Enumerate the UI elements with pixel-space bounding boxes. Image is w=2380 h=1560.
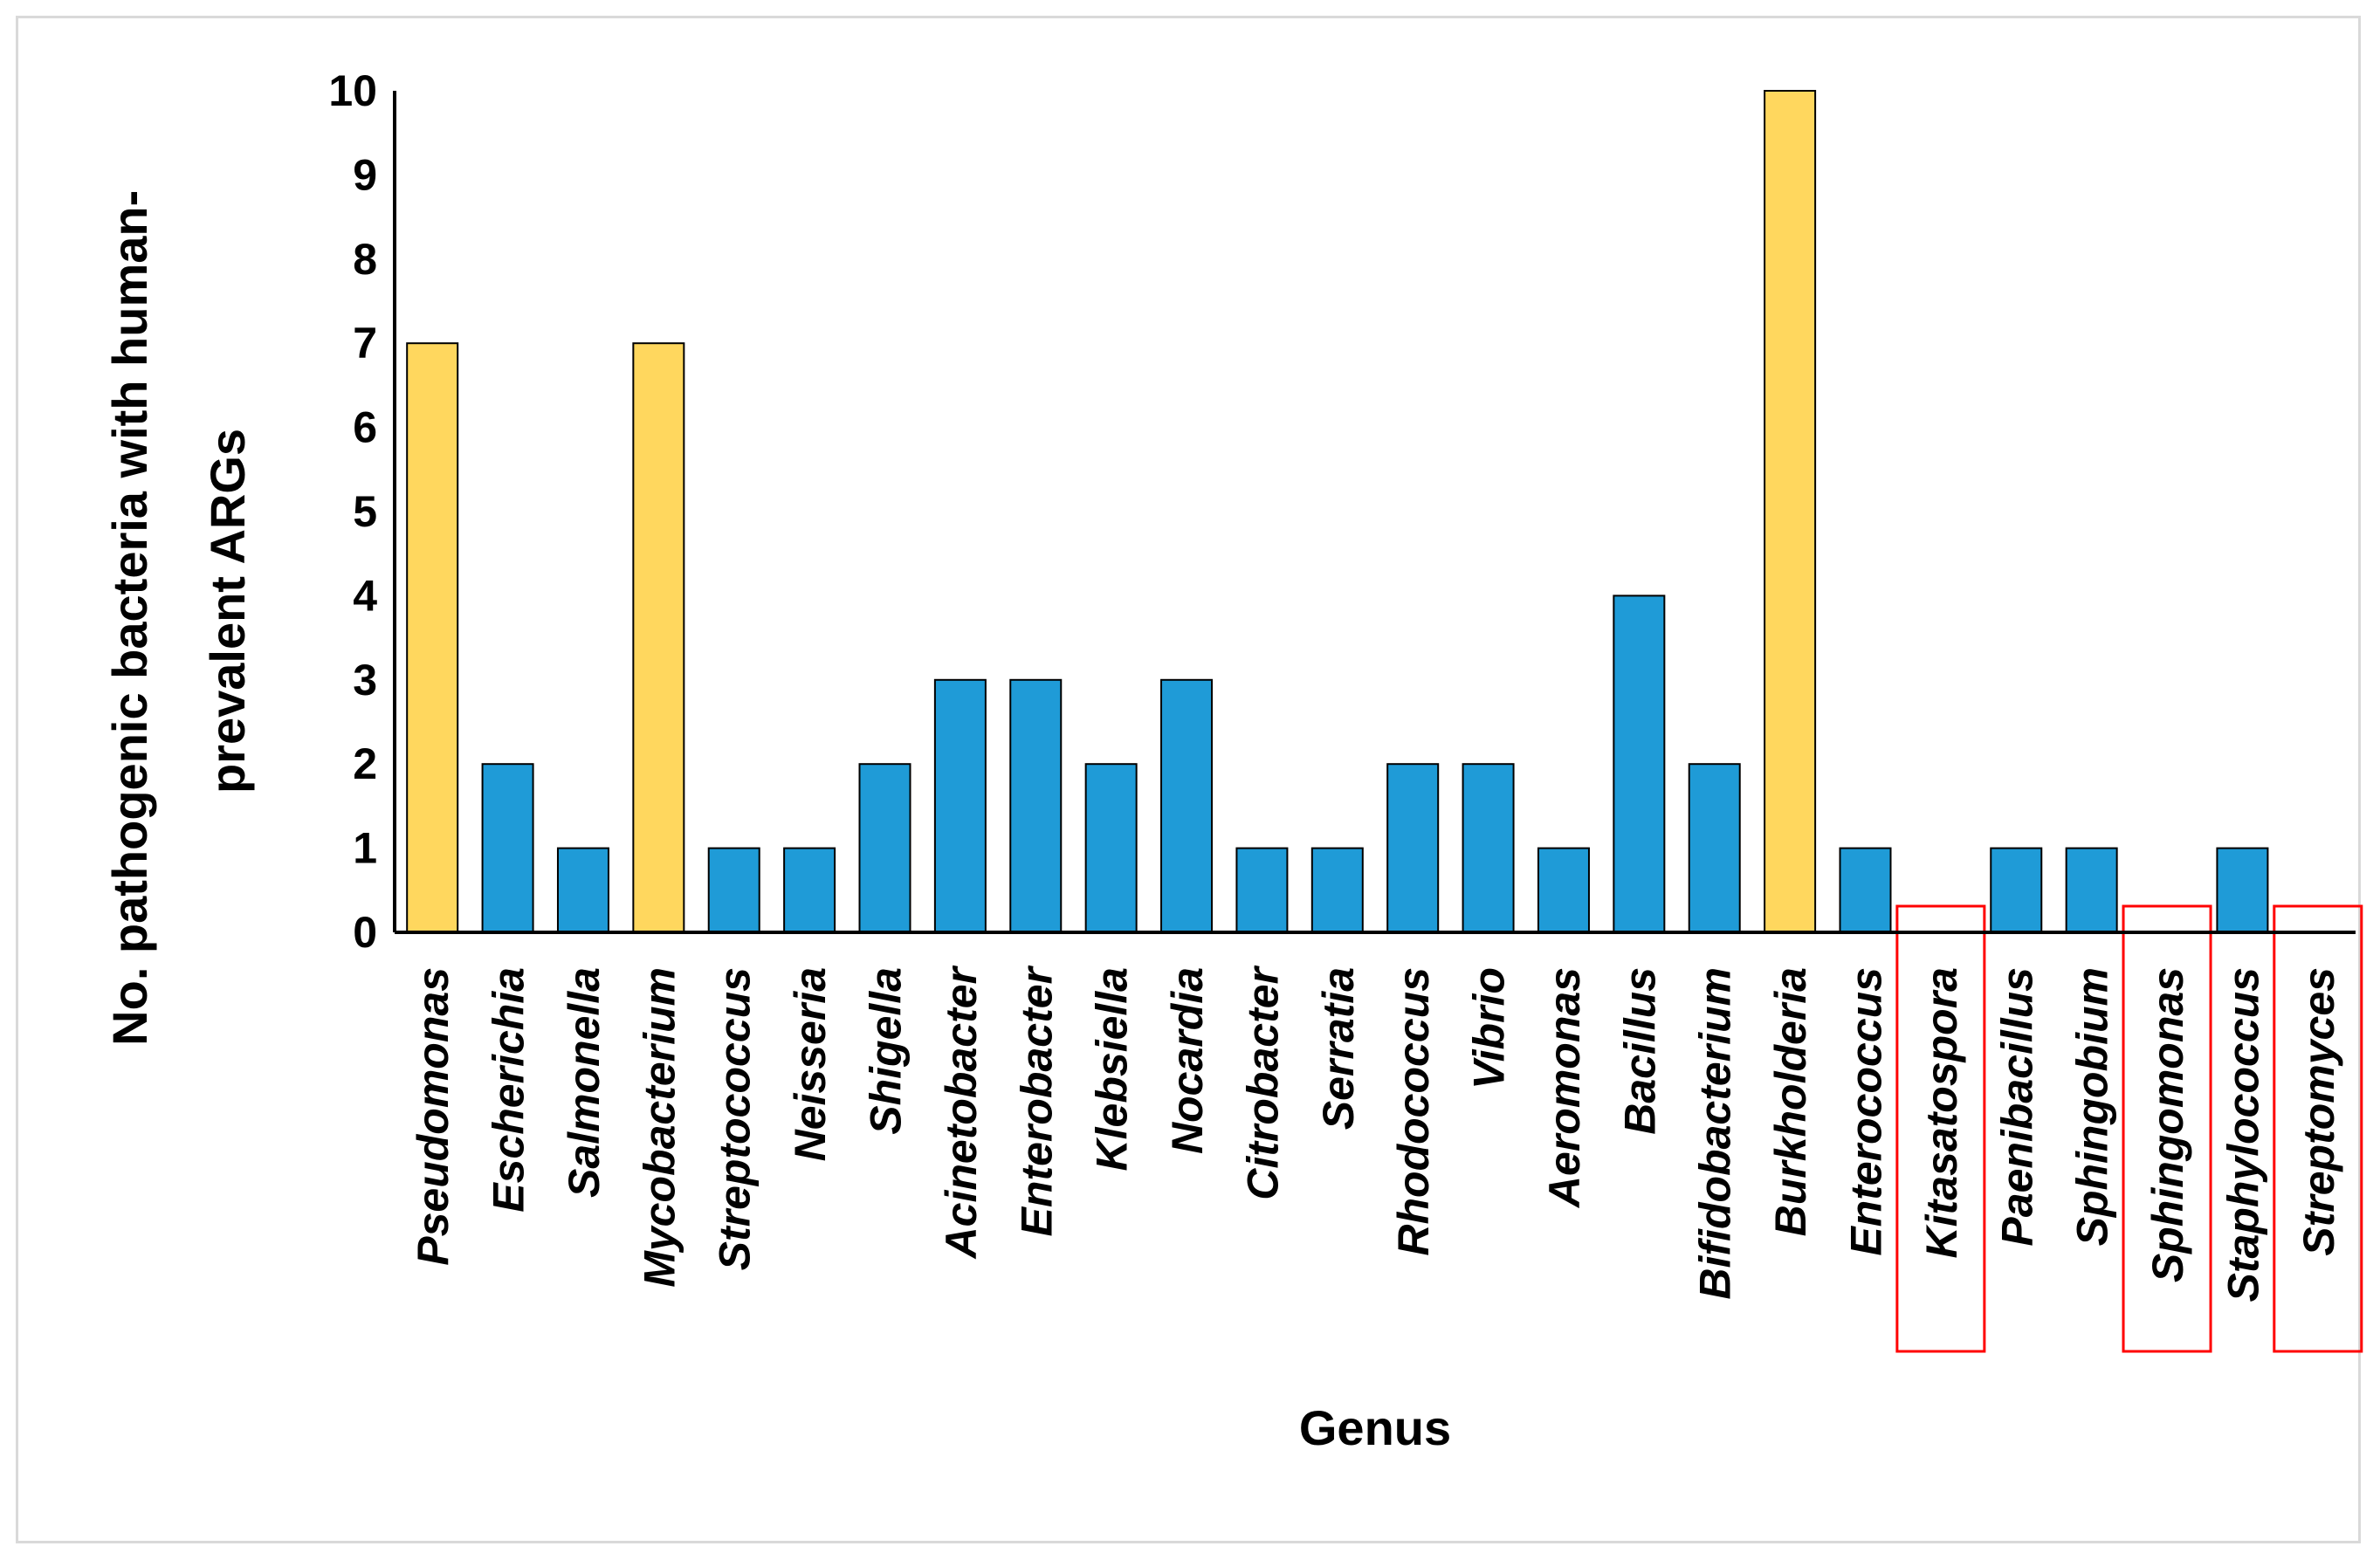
y-tick-label: 3 [353,656,377,704]
x-label-bifidobacterium: Bifidobacterium [1691,967,1740,1300]
x-label-streptococcus: Streptococcus [711,967,760,1270]
bar-staphylococcus [2216,847,2269,933]
y-tick-label: 5 [353,487,377,536]
y-tick-label: 4 [353,571,377,620]
highlight-boxes-group [1895,904,2363,1353]
x-label-mycobacterium: Mycobacterium [635,967,684,1288]
y-tick-label: 6 [353,403,377,452]
y-tick-label: 10 [328,66,377,115]
x-label-vibrio: Vibrio [1465,967,1514,1089]
bar-klebsiella [1084,763,1138,934]
x-label-citrobacter: Citrobacter [1238,965,1287,1199]
x-label-rhodococcus: Rhodococcus [1389,967,1438,1256]
bar-sphingobium [2065,847,2118,933]
x-label-streptomyces: Streptomyces [2294,967,2343,1256]
bar-pseudomonas [406,342,459,933]
highlight-box-kitasatospora [1895,904,1986,1353]
bar-enterobacter [1009,678,1063,933]
x-label-aeromonas: Aeromonas [1540,967,1589,1209]
highlight-box-streptomyces [2273,904,2363,1353]
x-label-shigella: Shigella [862,967,911,1135]
bar-citrobacter [1235,847,1289,933]
bar-aeromonas [1537,847,1590,933]
y-tick-label: 0 [353,908,377,957]
bar-burkholderia [1764,90,1817,933]
x-axis-title: Genus [1299,1400,1451,1455]
y-axis-title-line-2: prevalent ARGs [200,429,255,794]
x-label-neisseria: Neisseria [786,967,835,1161]
x-label-paenibacillus: Paenibacillus [1992,967,2041,1247]
y-axis-title-line-1: No. pathogenic bacteria with human- [102,190,157,1046]
x-label-staphylococcus: Staphylococcus [2218,967,2267,1302]
bar-enterococcus [1839,847,1892,933]
x-label-salmonella: Salmonella [560,967,609,1198]
bar-escherichia [481,763,534,934]
x-label-nocardia: Nocardia [1163,967,1212,1154]
x-label-acinetobacter: Acinetobacter [937,965,986,1260]
bar-vibrio [1462,763,1515,934]
x-label-serratia: Serratia [1314,967,1363,1130]
y-tick-label: 7 [353,319,377,368]
bar-mycobacterium [632,342,685,933]
y-tick-label: 1 [353,824,377,873]
y-axis-title: No. pathogenic bacteria with human- prev… [102,176,255,1046]
y-tick-labels: 0 1 2 3 4 5 6 7 8 9 10 [328,66,377,957]
y-tick-label: 8 [353,235,377,284]
x-label-escherichia: Escherichia [485,967,533,1213]
bars-group [406,90,2269,934]
y-tick-label: 9 [353,150,377,199]
x-label-sphingobium: Sphingobium [2068,967,2117,1246]
bar-salmonella [556,847,609,933]
bar-bifidobacterium [1688,763,1741,934]
x-label-klebsiella: Klebsiella [1088,967,1137,1171]
highlight-box-sphingomonas [2122,904,2212,1353]
x-label-burkholderia: Burkholderia [1766,967,1815,1236]
bar-streptococcus [707,847,760,933]
x-label-kitasatospora: Kitasatospora [1917,967,1966,1258]
bar-paenibacillus [1990,847,2043,933]
x-label-bacillus: Bacillus [1615,967,1664,1135]
y-tick-label: 2 [353,739,377,788]
x-label-sphingomonas: Sphingomonas [2143,967,2192,1282]
x-label-pseudomonas: Pseudomonas [409,967,457,1266]
bar-rhodococcus [1386,763,1440,934]
bar-neisseria [783,847,836,933]
x-category-labels: Pseudomonas Escherichia Salmonella Mycobact… [409,965,2343,1302]
x-label-enterococcus: Enterococcus [1842,967,1891,1256]
bar-shigella [858,763,911,934]
bar-serratia [1310,847,1364,933]
bar-nocardia [1160,678,1214,933]
x-label-enterobacter: Enterobacter [1012,965,1061,1236]
bar-acinetobacter [933,678,987,933]
bar-bacillus [1613,594,1666,934]
